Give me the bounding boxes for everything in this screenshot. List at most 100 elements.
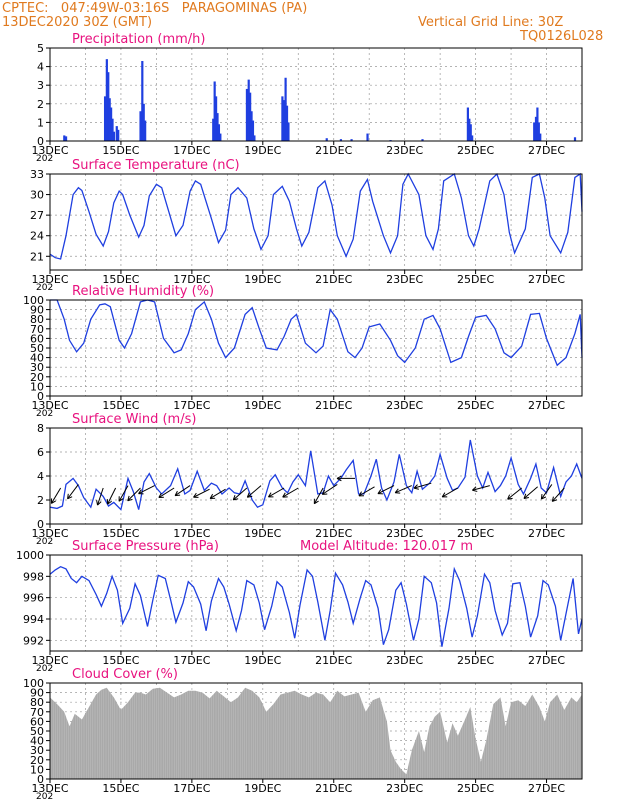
x-tick-label: 25DEC (457, 527, 494, 540)
y-tick-label: 33 (30, 168, 44, 181)
precip-bar (219, 133, 222, 141)
precip-bar (249, 92, 252, 141)
y-tick-label: 60 (30, 332, 44, 345)
y-tick-label: 2 (37, 98, 44, 111)
y-tick-label: 21 (30, 250, 44, 263)
precip-bar (281, 96, 284, 141)
wind-arrow-shaft (472, 485, 490, 491)
panel-annotation: Model Altitude: 120.017 m (300, 539, 473, 554)
grid-line-header: Vertical Grid Line: 30Z (418, 15, 564, 30)
wind-arrow (377, 485, 395, 495)
precip-bar (141, 61, 144, 141)
wind-arrow (313, 487, 324, 505)
y-tick-label: 4 (37, 470, 44, 483)
wind-arrow-head (96, 500, 98, 506)
wind-arrow (472, 485, 490, 492)
y-tick-label: 994 (23, 613, 44, 626)
wind-arrow-head (97, 501, 102, 506)
wind-arrow-head (552, 499, 558, 502)
wind-arrow-shaft (118, 485, 129, 502)
x-tick-label: 23DEC (386, 782, 423, 795)
x-tick-label: 25DEC (457, 399, 494, 412)
series-line (49, 565, 583, 647)
panel-1: 21 24 27 30 33 13DEC 15DEC 17DEC 19DEC 21DEC 23DEC… (30, 158, 583, 293)
wind-arrow-head (540, 494, 543, 500)
wind-arrow-head (472, 489, 478, 492)
wind-arrow-head (174, 490, 178, 496)
precip-bar (247, 79, 250, 141)
x-tick-label: 19DEC (244, 399, 281, 412)
series-line (49, 172, 583, 260)
precip-bar (213, 81, 216, 141)
x-tick-label: 13DEC (31, 654, 68, 667)
wind-arrow (118, 485, 129, 502)
x-tick-label: 21DEC (315, 654, 352, 667)
wind-arrow-shaft (395, 485, 412, 494)
wind-arrow-head (336, 477, 342, 482)
wind-arrow (209, 488, 226, 499)
x-tick-label: 15DEC (102, 782, 139, 795)
wind-arrow-head (193, 492, 197, 498)
precip-bar (250, 111, 253, 141)
y-tick-label: 0 (37, 135, 44, 148)
wind-arrow-shaft (551, 487, 565, 502)
y-tick-label: 100 (23, 294, 44, 307)
y-tick-label: 5 (37, 42, 44, 55)
y-tick-label: 50 (30, 725, 44, 738)
precip-bar (533, 122, 536, 141)
wind-arrow-shaft (413, 482, 432, 489)
precip-bar (108, 98, 111, 141)
wind-arrow-shaft (322, 483, 338, 495)
y-tick-label: 992 (23, 634, 44, 647)
x-tick-label: 23DEC (386, 399, 423, 412)
x-tick-label: 17DEC (173, 399, 210, 412)
y-tick-label: 30 (30, 189, 44, 202)
precip-bar (214, 96, 218, 141)
precip-bar (471, 135, 474, 141)
precip-bar (468, 118, 471, 141)
y-tick-label: 27 (30, 209, 44, 222)
y-tick-label: 2 (37, 494, 44, 507)
panel-title: Surface Pressure (hPa) (72, 539, 219, 554)
y-tick-label: 4 (37, 61, 44, 74)
x-tick-label: 25DEC (457, 144, 494, 157)
precip-bar (534, 116, 538, 141)
wind-arrow (394, 485, 412, 494)
precip-bar (110, 107, 113, 141)
x-tick-label: 15DEC (102, 144, 139, 157)
wind-arrow-head (472, 486, 477, 491)
precip-bar (366, 133, 369, 141)
precip-bar (287, 122, 290, 141)
x-tick-label: 23DEC (386, 654, 423, 667)
wind-arrow-head (67, 493, 69, 499)
wind-arrow-head (268, 492, 272, 498)
year-fragment: 202 (36, 537, 53, 547)
wind-arrow (158, 487, 175, 499)
date-header: 13DEC2020 30Z (GMT) (2, 15, 153, 30)
year-fragment: 202 (36, 154, 53, 164)
precip-bar (284, 77, 287, 141)
precip-bar (144, 120, 147, 141)
wind-arrow-shaft (247, 485, 262, 498)
wind-arrow-shaft (67, 484, 79, 500)
precip-bar (539, 133, 542, 141)
wind-arrow-shaft (313, 487, 324, 504)
precip-bar (216, 113, 219, 141)
y-tick-label: 40 (30, 735, 44, 748)
wind-arrow-shaft (209, 488, 226, 499)
wind-arrow-head (551, 496, 554, 502)
x-tick-label: 23DEC (386, 527, 423, 540)
x-tick-label: 13DEC (31, 527, 68, 540)
y-tick-label: 90 (30, 304, 44, 317)
x-tick-label: 13DEC (31, 273, 68, 286)
wind-arrow-shaft (523, 486, 538, 499)
wind-arrow (174, 485, 191, 497)
y-tick-label: 30 (30, 744, 44, 757)
wind-arrow-head (413, 487, 419, 490)
wind-arrow-shaft (441, 487, 459, 498)
x-tick-label: 17DEC (173, 527, 210, 540)
wind-arrow-head (127, 498, 133, 502)
